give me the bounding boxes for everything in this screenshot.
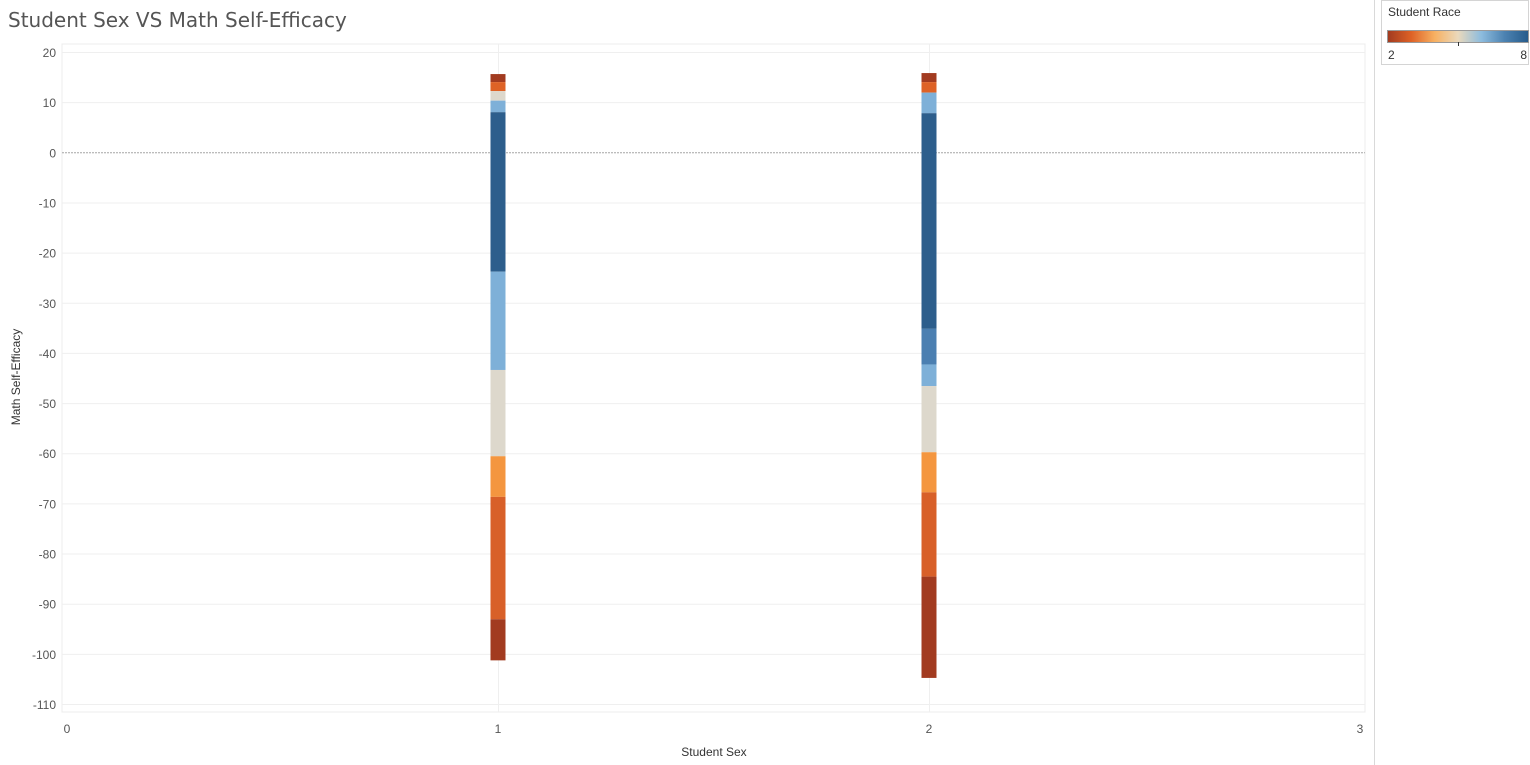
- y-tick-label: -50: [39, 397, 57, 411]
- y-tick-label: -40: [39, 347, 57, 361]
- bar-segment: [490, 496, 506, 620]
- side-panel: [1374, 0, 1530, 765]
- y-axis-label: Math Self-Efficacy: [9, 329, 23, 425]
- bar-segment: [490, 74, 506, 83]
- x-tick-label: 0: [64, 722, 71, 736]
- y-tick-label: -60: [39, 447, 57, 461]
- y-tick-label: 0: [49, 146, 56, 160]
- bar-segment: [921, 73, 937, 83]
- y-tick-label: 10: [43, 96, 57, 110]
- x-tick-label: 3: [1357, 722, 1364, 736]
- y-tick-label: -30: [39, 297, 57, 311]
- y-tick-label: -100: [32, 648, 56, 662]
- bar-segment: [921, 113, 937, 329]
- bar-segment: [921, 92, 937, 114]
- bar-segment: [921, 492, 937, 577]
- legend-midpoint-tick: [1458, 42, 1459, 46]
- y-tick-label: 20: [43, 46, 57, 60]
- plot-frame: [61, 43, 1366, 713]
- bar-segment: [921, 576, 937, 678]
- bar-segment: [490, 456, 506, 497]
- bar-segment: [490, 619, 506, 661]
- y-tick-label: -10: [39, 196, 57, 210]
- chart-canvas: 20100-10-20-30-40-50-60-70-80-90-100-110…: [9, 43, 1366, 759]
- grid-layer: [61, 43, 1366, 713]
- bar-segment: [921, 328, 937, 365]
- legend-max-label: 8: [1520, 48, 1527, 62]
- x-tick-label: 2: [926, 722, 933, 736]
- y-tick-label: -110: [33, 698, 56, 712]
- chart-title: Student Sex VS Math Self-Efficacy: [8, 8, 347, 32]
- bar-segment: [490, 271, 506, 370]
- y-tick-label: -20: [39, 247, 57, 261]
- legend-title: Student Race: [1388, 5, 1461, 19]
- tick-layer: 20100-10-20-30-40-50-60-70-80-90-100-110…: [32, 46, 1364, 736]
- bar-segment: [490, 100, 506, 113]
- y-tick-label: -90: [39, 598, 57, 612]
- bar-segment: [490, 112, 506, 272]
- x-axis-label: Student Sex: [681, 745, 746, 759]
- bar-layer: [490, 73, 937, 678]
- bar-segment: [490, 82, 506, 92]
- legend-min-label: 2: [1388, 48, 1395, 62]
- bar-segment: [921, 386, 937, 453]
- x-tick-label: 1: [495, 722, 502, 736]
- color-legend[interactable]: Student Race 2 8: [1381, 0, 1529, 65]
- bar-segment: [921, 82, 937, 93]
- bar-segment: [490, 369, 506, 457]
- y-tick-label: -70: [39, 497, 57, 511]
- bar-segment: [490, 91, 506, 101]
- bar-segment: [921, 364, 937, 387]
- bar-segment: [921, 452, 937, 493]
- y-tick-label: -80: [39, 548, 57, 562]
